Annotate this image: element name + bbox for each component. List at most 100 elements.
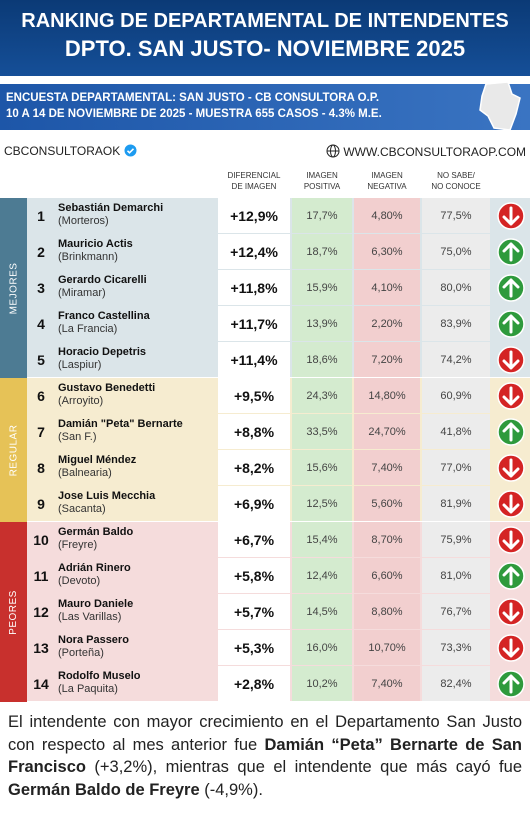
rank: 13 (33, 640, 49, 656)
header: RANKING DE DEPARTAMENTAL DE INTENDENTES … (0, 0, 530, 76)
rank: 10 (33, 532, 49, 548)
subheader-line: ENCUESTA DEPARTAMENTAL: SAN JUSTO - CB C… (6, 92, 380, 104)
group-label: REGULAR (8, 424, 20, 476)
rank: 7 (37, 424, 45, 440)
value-cell: 18,6% (292, 342, 352, 377)
value-cell: 12,4% (292, 558, 352, 593)
group-label: MEJORES (8, 262, 19, 314)
name: Rodolfo Muselo (58, 670, 141, 682)
value-cell: 24,3% (292, 378, 352, 413)
name-cell: Franco Castellina (La Francia) (58, 310, 216, 336)
value-cell: +5,3% (218, 630, 290, 665)
trend-up-icon (497, 418, 525, 446)
name-cell: Adrián Rinero (Devoto) (58, 562, 216, 588)
value-cell: 5,60% (354, 486, 420, 521)
footer-segment: El intendente con mayor crecimiento en e… (8, 713, 522, 754)
name: Mauricio Actis (58, 238, 133, 250)
footer-segment: Germán Baldo de Freyre (8, 780, 200, 799)
city: (Porteña) (58, 647, 104, 659)
rank: 11 (33, 568, 49, 584)
value-cell: +9,5% (218, 378, 290, 413)
value-cell: 73,3% (422, 630, 490, 665)
rank: 3 (37, 280, 45, 296)
name: Mauro Daniele (58, 598, 134, 610)
value-cell: +12,9% (218, 198, 290, 233)
rank: 1 (37, 208, 45, 224)
name-cell: Sebastián Demarchi (Morteros) (58, 202, 216, 228)
footer-segment: (-4,9%). (199, 780, 263, 799)
value-cell: 75,0% (422, 234, 490, 269)
subheader: ENCUESTA DEPARTAMENTAL: SAN JUSTO - CB C… (0, 84, 530, 130)
title-line: RANKING DE DEPARTAMENTAL DE INTENDENTES (21, 10, 509, 32)
value-cell: +8,8% (218, 414, 290, 449)
rank: 12 (33, 604, 49, 620)
value-cell: 81,0% (422, 558, 490, 593)
name-cell: Miguel Méndez (Balnearia) (58, 454, 216, 480)
value-cell: 10,2% (292, 666, 352, 701)
city: (Brinkmann) (58, 251, 118, 263)
value-cell: 4,10% (354, 270, 420, 305)
value-cell: 41,8% (422, 414, 490, 449)
value-cell: 77,5% (422, 198, 490, 233)
group-strip: PEORES (0, 522, 27, 702)
value-cell: 17,7% (292, 198, 352, 233)
globe-icon (326, 144, 340, 158)
value-cell: 8,70% (354, 522, 420, 557)
value-cell: +6,7% (218, 522, 290, 557)
value-cell: +5,8% (218, 558, 290, 593)
trend-down-icon (497, 346, 525, 374)
rank: 8 (37, 460, 45, 476)
trend-down-icon (497, 202, 525, 230)
name: Damián "Peta" Bernarte (58, 418, 183, 430)
value-cell: 15,4% (292, 522, 352, 557)
column-header-line: DE IMAGEN (231, 182, 277, 191)
name: Horacio Depetris (58, 346, 147, 358)
trend-down-icon (497, 490, 525, 518)
footer-segment: (+3,2%), mientras que el intendente que … (85, 758, 522, 776)
trend-down-icon (497, 598, 525, 626)
rank: 4 (37, 316, 45, 332)
rank: 5 (37, 352, 45, 368)
city: (Freyre) (58, 539, 98, 551)
name-cell: Mauricio Actis (Brinkmann) (58, 238, 216, 264)
city: (Morteros) (58, 215, 109, 227)
value-cell: 14,5% (292, 594, 352, 629)
rank: 9 (37, 496, 45, 512)
column-header: IMAGEN NEGATIVA (354, 170, 420, 192)
column-header-line: DIFERENCIAL (227, 171, 281, 180)
handle: CBCONSULTORAOK (4, 144, 121, 158)
column-header-line: POSITIVA (303, 182, 341, 191)
value-cell: 8,80% (354, 594, 420, 629)
value-cell: 24,70% (354, 414, 420, 449)
name-cell: Rodolfo Muselo (La Paquita) (58, 670, 216, 696)
trend-down-icon (497, 526, 525, 554)
column-header-line: NO SABE/ (437, 171, 475, 180)
name: Sebastián Demarchi (58, 202, 164, 214)
name: Jose Luis Mecchia (58, 490, 156, 502)
title-line: DPTO. SAN JUSTO- NOVIEMBRE 2025 (64, 36, 466, 61)
name: Miguel Méndez (58, 454, 137, 466)
group-strip: MEJORES (0, 198, 27, 378)
trend-down-icon (497, 382, 525, 410)
value-cell: 4,80% (354, 198, 420, 233)
name: Gustavo Benedetti (58, 382, 156, 394)
value-cell: 76,7% (422, 594, 490, 629)
column-header: DIFERENCIAL DE IMAGEN (218, 170, 290, 192)
city: (Miramar) (58, 287, 106, 299)
verified-icon (124, 144, 137, 157)
group-strip: REGULAR (0, 378, 27, 522)
value-cell: +11,4% (218, 342, 290, 377)
column-header-line: NO CONOCE (431, 182, 481, 191)
value-cell: 10,70% (354, 630, 420, 665)
city: (La Francia) (58, 323, 118, 335)
name: Adrián Rinero (58, 562, 131, 574)
trend-up-icon (497, 310, 525, 338)
map-icon (479, 81, 521, 131)
brand-handle: CBCONSULTORAOK (4, 144, 137, 158)
value-cell: +2,8% (218, 666, 290, 701)
value-cell: +11,8% (218, 270, 290, 305)
column-header: IMAGEN POSITIVA (292, 170, 352, 192)
city: (Laspiur) (58, 359, 102, 371)
subheader-line: 10 A 14 DE NOVIEMBRE DE 2025 - MUESTRA 6… (6, 108, 382, 120)
trend-up-icon (497, 670, 525, 698)
